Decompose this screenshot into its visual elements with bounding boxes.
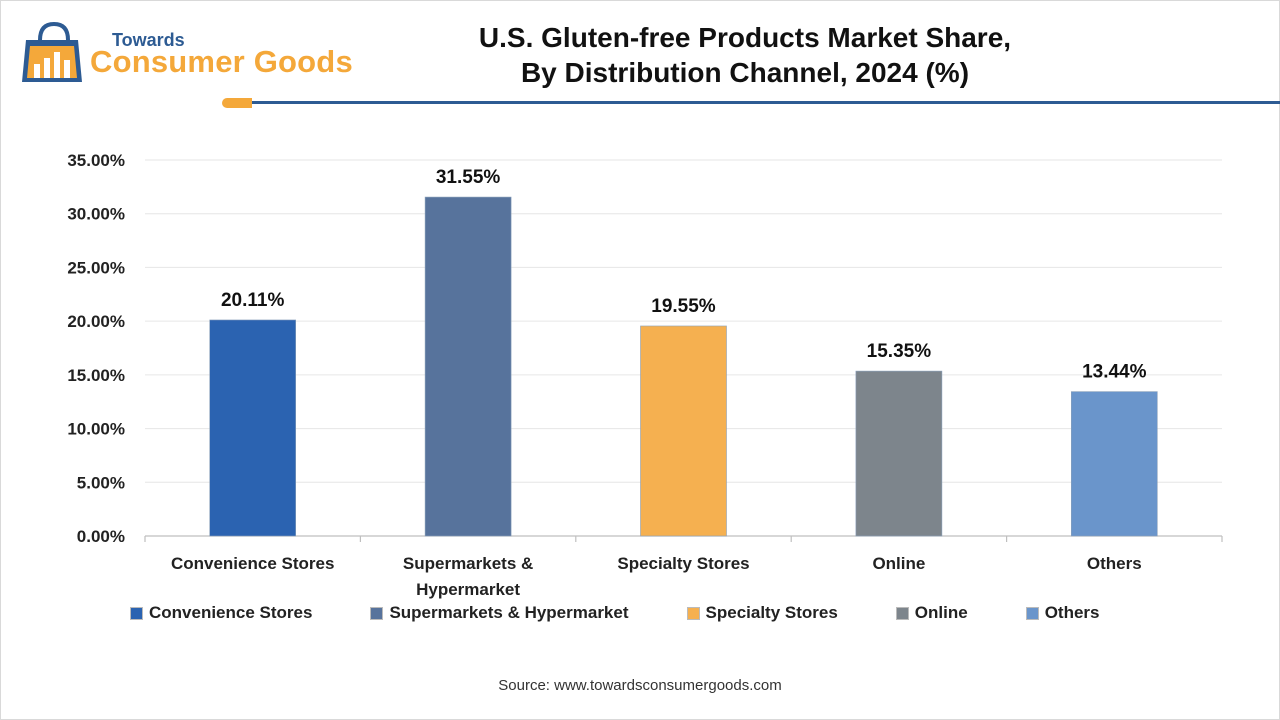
legend-label: Supermarkets & Hypermarket <box>389 603 629 622</box>
legend-swatch <box>895 606 909 620</box>
legend-item: Convenience Stores <box>130 603 312 623</box>
legend-item: Others <box>1025 603 1100 623</box>
data-label: 31.55% <box>436 167 501 188</box>
legend-label: Convenience Stores <box>149 603 313 622</box>
legend-label: Others <box>1044 603 1100 622</box>
x-tick-label: Others <box>1087 554 1142 573</box>
source-note: Source: www.towardsconsumergoods.com <box>498 677 782 694</box>
bar <box>640 325 727 537</box>
data-label: 13.44% <box>1082 362 1147 383</box>
legend-swatch <box>1025 606 1039 620</box>
legend-item: Online <box>895 603 968 623</box>
legend-item: Supermarkets & Hypermarket <box>370 603 629 623</box>
x-tick-label: Online <box>872 554 925 573</box>
y-tick-label: 25.00% <box>67 258 125 277</box>
y-tick-label: 15.00% <box>67 366 125 385</box>
legend-swatch <box>370 606 384 620</box>
legend-label: Online <box>914 603 968 622</box>
bar <box>855 370 943 537</box>
legend-item: Specialty Stores <box>686 603 838 623</box>
logo-text-towards: Towards <box>112 30 185 50</box>
logo-text-consumer-goods: Consumer Goods <box>90 44 353 79</box>
data-label: 15.35% <box>867 341 932 362</box>
legend-label: Specialty Stores <box>705 603 838 622</box>
divider-accent <box>222 98 252 108</box>
x-tick-label: Supermarkets & <box>403 554 533 573</box>
y-tick-label: 0.00% <box>77 527 125 546</box>
y-tick-label: 35.00% <box>67 151 125 170</box>
y-tick-label: 10.00% <box>67 420 125 439</box>
chart-legend: Convenience Stores Supermarkets & Hyperma… <box>130 603 1100 623</box>
title-divider <box>252 101 1280 104</box>
y-tick-label: 30.00% <box>67 205 125 224</box>
legend-swatch <box>686 606 700 620</box>
chart-title: U.S. Gluten-free Products Market Share, … <box>440 20 1050 90</box>
bar <box>1071 391 1158 537</box>
shopping-bag-icon <box>22 21 82 82</box>
x-tick-label: Specialty Stores <box>617 554 749 573</box>
data-label: 19.55% <box>651 296 716 317</box>
bar <box>209 319 296 537</box>
chart-title-line1: U.S. Gluten-free Products Market Share, <box>478 22 1012 53</box>
bar <box>424 196 512 537</box>
brand-logo: Towards Consumer Goods <box>20 20 380 90</box>
data-label: 20.11% <box>221 290 284 311</box>
chart-title-line2: By Distribution Channel, 2024 (%) <box>520 57 970 88</box>
x-tick-label: Hypermarket <box>416 580 520 599</box>
y-tick-label: 5.00% <box>77 473 125 492</box>
legend-swatch <box>130 606 143 620</box>
y-tick-label: 20.00% <box>67 312 125 331</box>
x-tick-label: Convenience Stores <box>171 554 334 573</box>
